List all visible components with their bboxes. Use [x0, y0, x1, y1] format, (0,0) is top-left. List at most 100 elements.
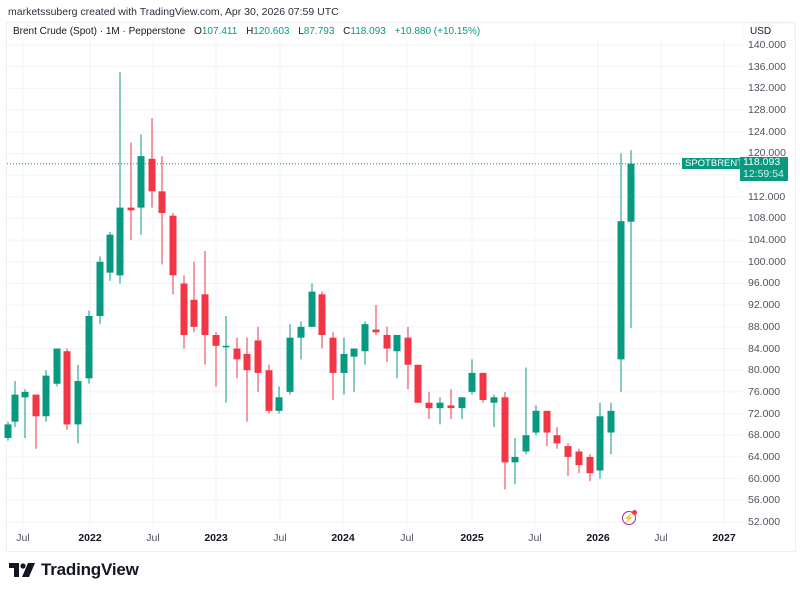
- candle[interactable]: [106, 231, 114, 281]
- candle[interactable]: [425, 391, 433, 419]
- brand-name: TradingView: [41, 560, 139, 579]
- candle[interactable]: [501, 391, 509, 490]
- symbol-name[interactable]: Brent Crude (Spot) · 1M · Pepperstone: [13, 26, 186, 37]
- time-tick: 2027: [712, 532, 736, 544]
- candle[interactable]: [243, 337, 251, 422]
- legend: Brent Crude (Spot) · 1M · Pepperstone O1…: [13, 26, 481, 37]
- candle[interactable]: [564, 443, 572, 476]
- candle[interactable]: [436, 397, 444, 425]
- candle[interactable]: [127, 142, 135, 241]
- candle[interactable]: [596, 402, 604, 479]
- close-value: 118.093: [350, 26, 386, 37]
- attribution-text: marketssuberg created with TradingView.c…: [8, 6, 339, 18]
- candle[interactable]: [233, 337, 241, 379]
- candle[interactable]: [180, 275, 188, 349]
- candle[interactable]: [4, 421, 12, 441]
- price-tick: 76.000: [748, 385, 781, 398]
- price-tick: 136.000: [748, 60, 786, 73]
- time-tick: 2022: [78, 532, 102, 544]
- candle[interactable]: [169, 213, 177, 295]
- candle[interactable]: [511, 437, 519, 485]
- lightning-event-icon[interactable]: ⚡: [622, 510, 637, 525]
- candle[interactable]: [265, 364, 273, 414]
- candle[interactable]: [254, 326, 262, 392]
- price-tick: 120.000: [748, 147, 786, 160]
- candle[interactable]: [308, 283, 316, 327]
- candle[interactable]: [63, 348, 71, 430]
- price-tick: 104.000: [748, 234, 786, 247]
- currency-button[interactable]: USD: [744, 24, 794, 40]
- time-tick: Jul: [273, 532, 287, 544]
- candle[interactable]: [318, 291, 326, 349]
- candle[interactable]: [21, 389, 29, 438]
- candle[interactable]: [490, 394, 498, 428]
- tradingview-logo: TradingView: [9, 560, 139, 580]
- time-tick: 2024: [331, 532, 355, 544]
- candle[interactable]: [137, 134, 145, 235]
- time-tick: Jul: [16, 532, 30, 544]
- candle[interactable]: [340, 337, 348, 395]
- candle[interactable]: [393, 334, 401, 379]
- price-tick: 96.000: [748, 277, 781, 290]
- time-tick: 2026: [586, 532, 610, 544]
- grid-lines: [7, 40, 742, 525]
- candle[interactable]: [414, 364, 422, 403]
- price-tick: 88.000: [748, 320, 781, 333]
- candle[interactable]: [53, 348, 61, 387]
- price-tick: 128.000: [748, 104, 786, 117]
- notification-dot: [632, 510, 637, 515]
- candle[interactable]: [607, 402, 615, 455]
- candle[interactable]: [201, 250, 209, 365]
- candle[interactable]: [522, 367, 530, 455]
- candle[interactable]: [222, 316, 230, 403]
- candle[interactable]: [32, 394, 40, 449]
- candle[interactable]: [404, 326, 412, 390]
- candle[interactable]: [372, 305, 380, 335]
- candle[interactable]: [617, 153, 625, 392]
- candle[interactable]: [532, 405, 540, 436]
- candle[interactable]: [212, 332, 220, 387]
- candle[interactable]: [329, 332, 337, 401]
- time-tick: Jul: [654, 532, 668, 544]
- candle[interactable]: [158, 156, 166, 265]
- candle[interactable]: [190, 261, 198, 333]
- price-tick: 84.000: [748, 342, 781, 355]
- last-price: 118.093: [743, 156, 781, 168]
- price-tick: 124.000: [748, 125, 786, 138]
- candle[interactable]: [275, 386, 283, 414]
- candle[interactable]: [286, 324, 294, 395]
- candle[interactable]: [350, 348, 358, 392]
- price-tick: 140.000: [748, 39, 786, 51]
- time-tick: Jul: [400, 532, 414, 544]
- candle[interactable]: [479, 372, 487, 403]
- candle[interactable]: [543, 410, 551, 447]
- candle[interactable]: [553, 427, 561, 449]
- candle[interactable]: [116, 72, 124, 284]
- candle[interactable]: [627, 150, 635, 328]
- candle[interactable]: [11, 381, 19, 428]
- candle[interactable]: [383, 326, 391, 363]
- price-tick: 80.000: [748, 364, 781, 377]
- candle[interactable]: [447, 389, 455, 419]
- candle[interactable]: [361, 321, 369, 365]
- price-tick: 56.000: [748, 494, 781, 507]
- price-tick: 60.000: [748, 472, 781, 485]
- candle[interactable]: [148, 118, 156, 208]
- candle[interactable]: [468, 359, 476, 395]
- candle[interactable]: [586, 454, 594, 482]
- candle[interactable]: [74, 364, 82, 444]
- candle[interactable]: [42, 370, 50, 422]
- price-tick: 100.000: [748, 255, 786, 268]
- chart-frame[interactable]: [6, 22, 796, 552]
- candle[interactable]: [297, 321, 305, 360]
- candle[interactable]: [458, 397, 466, 419]
- candle[interactable]: [96, 256, 104, 325]
- open-value: 107.411: [201, 26, 238, 37]
- symbol-price-tag: SPOTBRENT: [682, 158, 747, 169]
- price-tick: 68.000: [748, 429, 781, 442]
- candle[interactable]: [85, 310, 93, 384]
- price-tick: 112.000: [748, 190, 786, 203]
- candle[interactable]: [575, 448, 583, 474]
- price-tick: 108.000: [748, 212, 786, 225]
